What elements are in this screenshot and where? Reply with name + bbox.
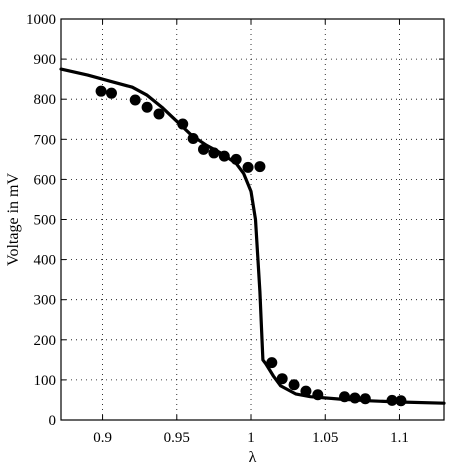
y-tick-label: 800 [34,92,57,108]
y-tick-label: 600 [34,172,57,188]
data-point [242,161,254,173]
x-tick-label: 1.05 [312,430,338,446]
data-point [153,108,165,120]
data-point [349,392,361,404]
y-axis-label: Voltage in mV [5,173,22,266]
y-tick-label: 700 [34,132,57,148]
y-tick-label: 1000 [26,12,56,28]
x-tick-label: 0.95 [164,430,190,446]
data-point [105,87,117,99]
x-tick-label: 1 [247,430,255,446]
series-line-group [59,67,446,405]
data-point [395,395,407,407]
data-point [208,147,220,159]
data-point [254,161,266,173]
x-axis-label: λ [249,449,257,466]
data-point [95,85,107,97]
y-tick-label: 900 [34,52,57,68]
data-point [288,379,300,391]
data-point [359,393,371,405]
data-point [129,94,141,106]
y-tick-label: 500 [34,213,57,229]
y-tick-label: 0 [49,413,57,429]
data-point [177,118,189,130]
data-point [230,153,242,165]
data-point [300,385,312,397]
data-point [312,389,324,401]
tick-marks [61,18,444,421]
data-point [218,150,230,162]
grid-lines [61,19,444,420]
data-point [276,373,288,385]
data-point [266,357,278,369]
y-tick-label: 400 [34,253,57,269]
y-tick-label: 100 [34,373,57,389]
data-point [141,101,153,113]
series-points-group [95,85,407,407]
data-point [187,132,199,144]
data-point [339,391,351,403]
data-point [386,394,398,406]
data-point [198,143,210,155]
x-tick-label: 1.1 [390,430,409,446]
series-line-curve [59,67,446,405]
y-tick-label: 300 [34,293,57,309]
x-tick-label: 0.9 [93,430,112,446]
y-tick-label: 200 [34,333,57,349]
tick-labels: 0.9 0.95 1 1.05 1.1 0 100 200 300 400 500 600 700 800… [26,12,409,446]
